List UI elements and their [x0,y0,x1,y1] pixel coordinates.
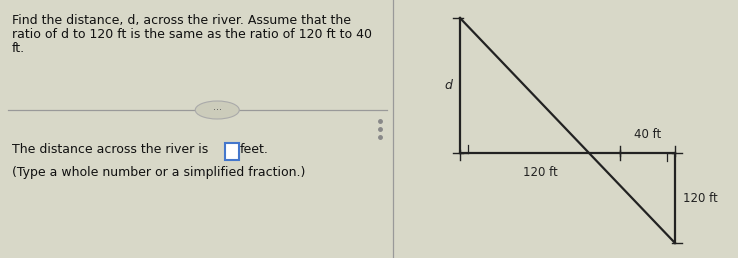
Text: 120 ft: 120 ft [523,166,557,180]
Text: ratio of d to 120 ft is the same as the ratio of 120 ft to 40: ratio of d to 120 ft is the same as the … [12,28,372,41]
FancyBboxPatch shape [225,143,239,160]
Text: feet.: feet. [240,143,269,156]
Text: 120 ft: 120 ft [683,191,718,205]
Text: (Type a whole number or a simplified fraction.): (Type a whole number or a simplified fra… [12,166,306,179]
Ellipse shape [196,101,239,119]
Text: Find the distance, d, across the river. Assume that the: Find the distance, d, across the river. … [12,14,351,27]
Text: The distance across the river is: The distance across the river is [12,143,213,156]
Text: ft.: ft. [12,42,25,55]
Text: 40 ft: 40 ft [634,128,661,141]
Text: ···: ··· [213,105,221,115]
Text: d: d [444,79,452,92]
